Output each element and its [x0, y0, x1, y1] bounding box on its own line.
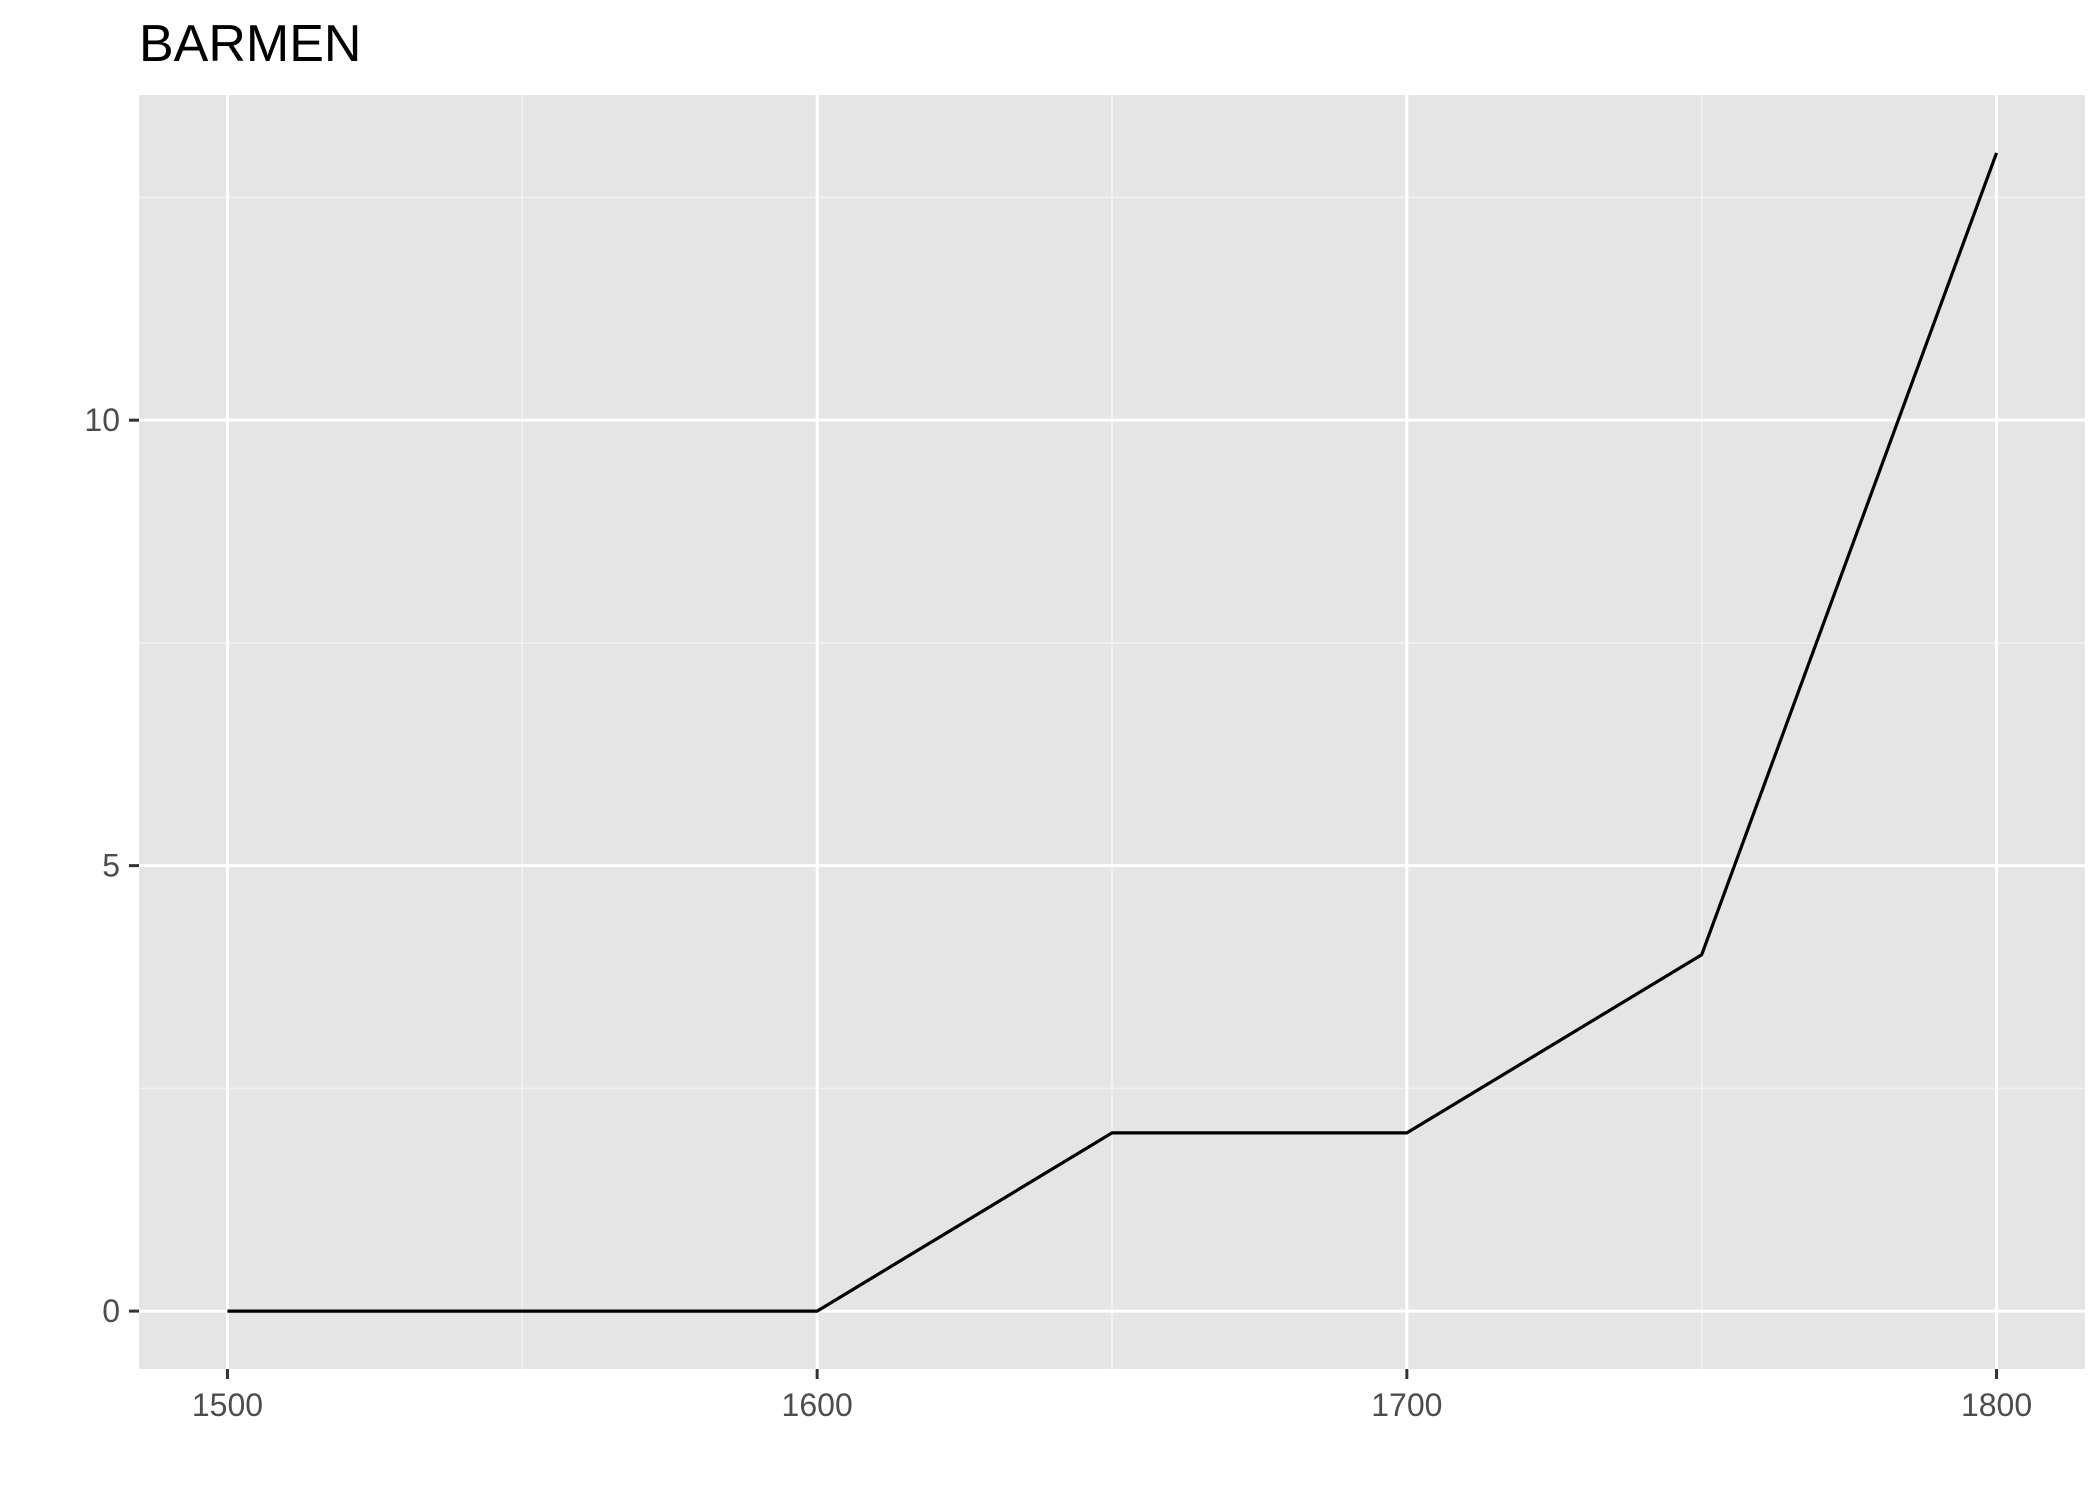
- y-tick-label: 5: [102, 848, 120, 884]
- chart-title: BARMEN: [139, 15, 361, 73]
- x-tick-label: 1800: [1961, 1387, 2032, 1423]
- series-line-1: [227, 152, 1999, 1313]
- minor-gridlines: [139, 95, 2085, 1369]
- y-tick-label: 10: [84, 402, 120, 438]
- y-axis: 0 5 10: [84, 402, 139, 1329]
- x-tick-label: 1600: [782, 1387, 853, 1423]
- y-tick-label: 0: [102, 1293, 120, 1329]
- x-tick-label: 1500: [192, 1387, 263, 1423]
- x-axis: 1500 1600 1700 1800: [192, 1369, 2032, 1423]
- series-layer: [227, 152, 1999, 1313]
- x-tick-label: 1700: [1371, 1387, 1442, 1423]
